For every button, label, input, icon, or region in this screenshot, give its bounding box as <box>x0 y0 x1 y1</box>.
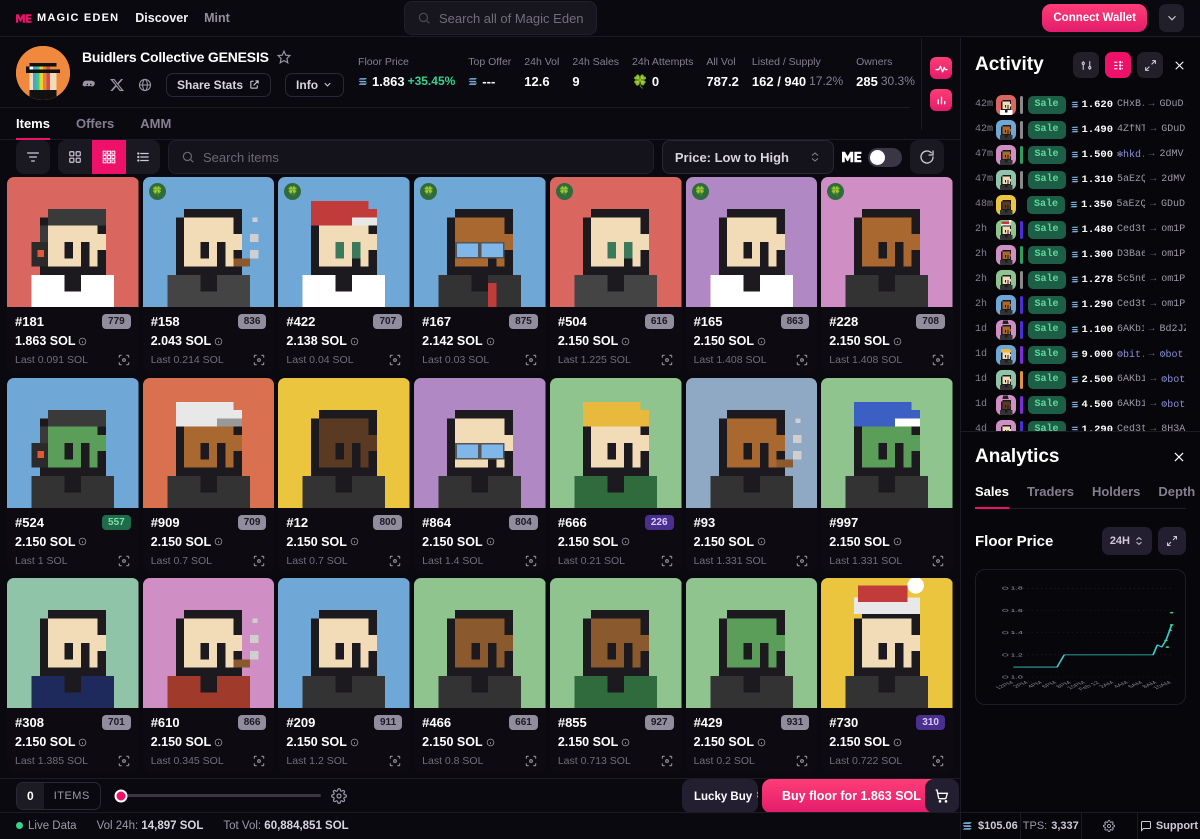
svg-text:1.8: 1.8 <box>1011 587 1023 591</box>
svg-text:1.2: 1.2 <box>1011 653 1023 657</box>
svg-text:1.4: 1.4 <box>1011 631 1023 635</box>
svg-text:1.0: 1.0 <box>1011 676 1023 680</box>
svg-text:1.6: 1.6 <box>1011 609 1023 613</box>
